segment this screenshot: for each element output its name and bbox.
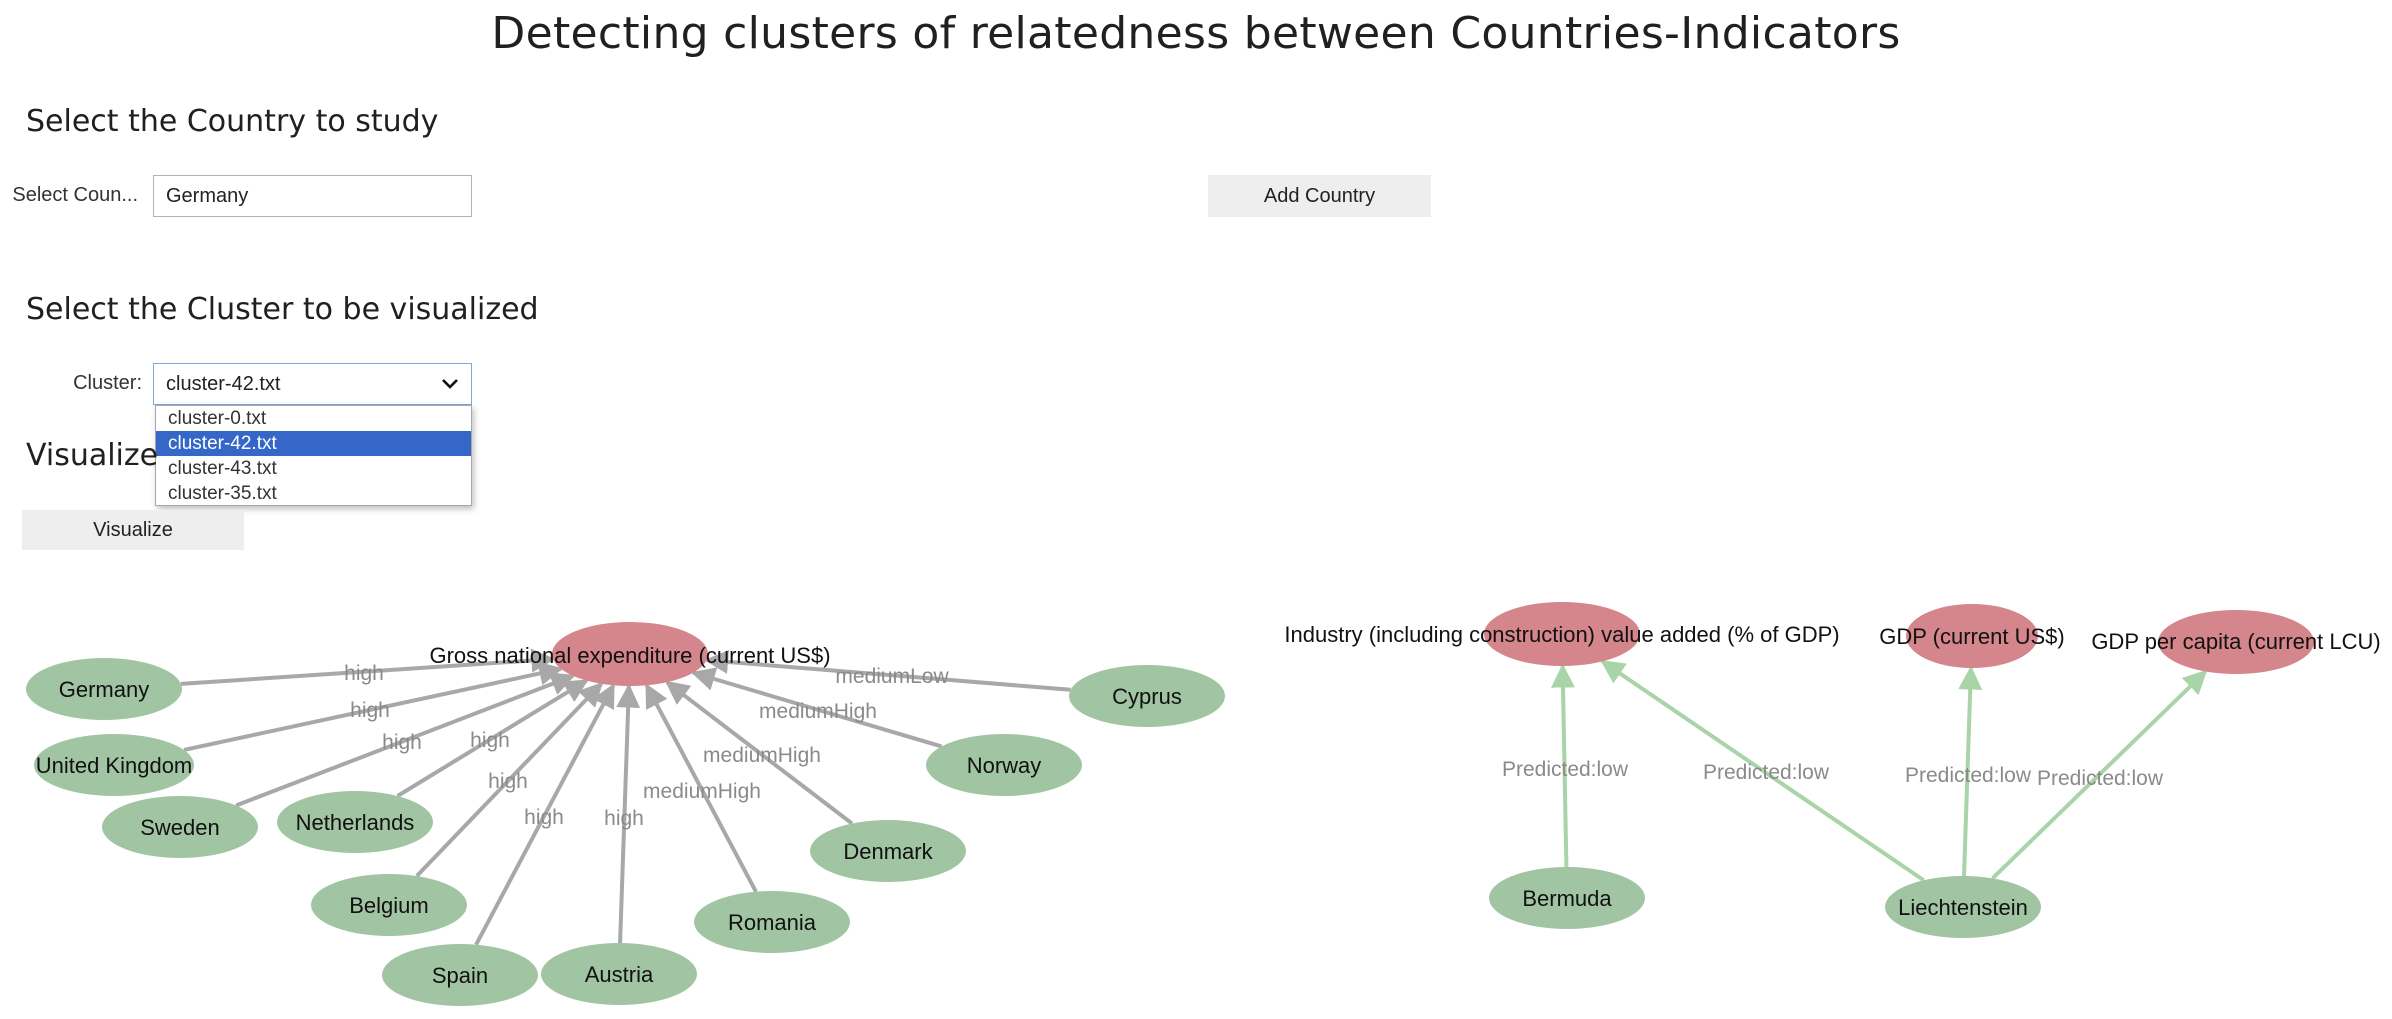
edge-bermuda-ind[interactable] bbox=[1551, 663, 1576, 868]
indicator-label-gdp: GDP (current US$) bbox=[1879, 624, 2064, 649]
edge-romania-gne[interactable] bbox=[644, 683, 758, 893]
edge-label: mediumLow bbox=[835, 665, 949, 688]
edge-liechtenstein-gdp[interactable] bbox=[1958, 665, 1983, 877]
indicator-label-ind: Industry (including construction) value … bbox=[1284, 622, 1839, 647]
country-label-sweden: Sweden bbox=[140, 815, 220, 840]
indicator-label-gdppc: GDP per capita (current LCU) bbox=[2091, 629, 2380, 654]
country-label-denmark: Denmark bbox=[843, 839, 933, 864]
cluster-dropdown-list: cluster-0.txt cluster-42.txt cluster-43.… bbox=[155, 405, 472, 506]
indicator-node-gdppc[interactable] bbox=[2158, 610, 2314, 674]
edge-austria-gne[interactable] bbox=[616, 683, 641, 944]
cluster-label: Cluster: bbox=[73, 372, 142, 394]
country-label-spain: Spain bbox=[432, 963, 488, 988]
visualize-section-heading: Visualize bbox=[26, 438, 159, 473]
cluster-option[interactable]: cluster-35.txt bbox=[168, 483, 277, 504]
edge-cyprus-gne[interactable] bbox=[704, 650, 1071, 692]
country-node-uk[interactable] bbox=[34, 734, 194, 796]
visualize-button[interactable]: Visualize bbox=[22, 510, 244, 550]
country-node-norway[interactable] bbox=[926, 734, 1082, 796]
edge-label: high bbox=[524, 806, 564, 829]
country-node-belgium[interactable] bbox=[311, 874, 467, 936]
edge-label: mediumHigh bbox=[759, 700, 877, 723]
country-node-romania[interactable] bbox=[694, 891, 850, 953]
cluster-graph[interactable]: high high high high high high high mediumHigh me… bbox=[0, 560, 2392, 1019]
edge-label: high bbox=[470, 729, 510, 752]
country-label-austria: Austria bbox=[585, 962, 654, 987]
country-label-uk: United Kingdom bbox=[36, 753, 193, 778]
edge-liechtenstein-gdppc[interactable] bbox=[1991, 669, 2208, 880]
country-label-norway: Norway bbox=[967, 753, 1042, 778]
country-input[interactable] bbox=[153, 175, 472, 217]
edge-label: mediumHigh bbox=[703, 744, 821, 767]
country-node-spain[interactable] bbox=[382, 944, 538, 1006]
country-node-bermuda[interactable] bbox=[1489, 867, 1645, 929]
country-label-germany: Germany bbox=[59, 677, 149, 702]
edge-label: Predicted:low bbox=[2037, 767, 2164, 790]
country-label-netherlands: Netherlands bbox=[296, 810, 415, 835]
page-title: Detecting clusters of relatedness betwee… bbox=[491, 8, 1901, 59]
country-node-denmark[interactable] bbox=[810, 820, 966, 882]
edge-belgium-gne[interactable] bbox=[415, 682, 604, 878]
cluster-select-value: cluster-42.txt bbox=[166, 372, 281, 395]
edge-norway-gne[interactable] bbox=[690, 667, 943, 749]
indicator-node-ind[interactable] bbox=[1484, 602, 1640, 666]
cluster-option[interactable]: cluster-0.txt bbox=[168, 408, 267, 429]
edge-spain-gne[interactable] bbox=[474, 683, 616, 946]
country-label-bermuda: Bermuda bbox=[1522, 886, 1612, 911]
edge-label: high bbox=[344, 662, 384, 685]
edge-label: Predicted:low bbox=[1905, 764, 2032, 787]
indicator-node-gne[interactable] bbox=[552, 622, 708, 686]
country-select-label: Select Coun... bbox=[12, 184, 138, 206]
edge-uk-gne[interactable] bbox=[183, 661, 564, 752]
edge-germany-gne[interactable] bbox=[180, 648, 556, 686]
country-node-cyprus[interactable] bbox=[1069, 665, 1225, 727]
indicator-node-gdp[interactable] bbox=[1906, 604, 2038, 668]
chevron-down-icon bbox=[442, 379, 458, 389]
country-node-liechtenstein[interactable] bbox=[1885, 876, 2041, 938]
indicator-label-gne: Gross national expenditure (current US$) bbox=[429, 643, 830, 668]
edge-label: high bbox=[382, 731, 422, 754]
edge-denmark-gne[interactable] bbox=[665, 680, 854, 826]
cluster-section-heading: Select the Cluster to be visualized bbox=[26, 292, 539, 327]
country-label-romania: Romania bbox=[728, 910, 817, 935]
cluster-select[interactable]: cluster-42.txt bbox=[153, 363, 472, 405]
edge-liechtenstein-ind[interactable] bbox=[1600, 659, 1925, 882]
edge-label: mediumHigh bbox=[643, 780, 761, 803]
edge-label: high bbox=[488, 770, 528, 793]
country-node-germany[interactable] bbox=[26, 658, 182, 720]
country-label-liechtenstein: Liechtenstein bbox=[1898, 895, 2028, 920]
edge-label: high bbox=[604, 807, 644, 830]
country-node-austria[interactable] bbox=[541, 943, 697, 1005]
country-node-sweden[interactable] bbox=[102, 796, 258, 858]
country-section-heading: Select the Country to study bbox=[26, 104, 439, 139]
country-label-cyprus: Cyprus bbox=[1112, 684, 1182, 709]
country-label-belgium: Belgium bbox=[349, 893, 428, 918]
cluster-option[interactable]: cluster-43.txt bbox=[168, 458, 277, 479]
cluster-option-selected[interactable]: cluster-42.txt bbox=[156, 431, 471, 456]
edge-label: Predicted:low bbox=[1502, 758, 1629, 781]
add-country-button[interactable]: Add Country bbox=[1208, 175, 1431, 217]
country-node-netherlands[interactable] bbox=[277, 791, 433, 853]
edge-netherlands-gne[interactable] bbox=[396, 678, 589, 798]
edge-label: high bbox=[350, 699, 390, 722]
edge-sweden-gne[interactable] bbox=[235, 672, 576, 808]
edge-label: Predicted:low bbox=[1703, 761, 1830, 784]
